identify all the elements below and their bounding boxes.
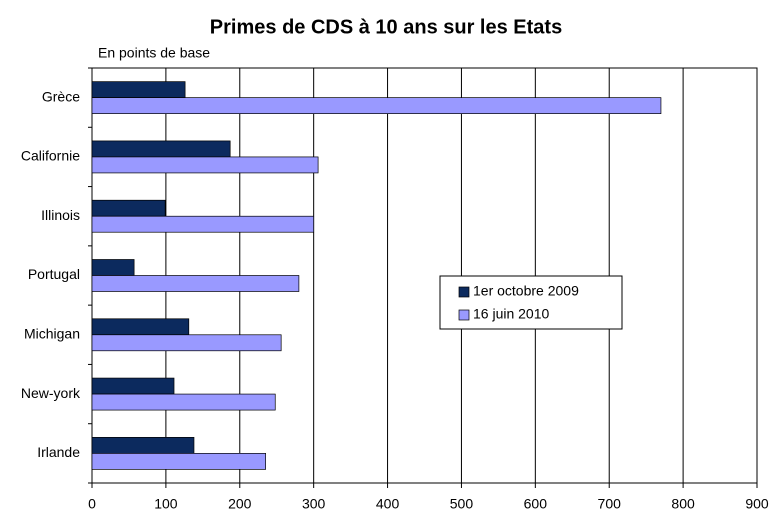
x-tick-label: 900 bbox=[745, 496, 769, 510]
y-tick-label: Illinois bbox=[41, 207, 80, 223]
chart-title: Primes de CDS à 10 ans sur les Etats bbox=[210, 16, 562, 38]
bar bbox=[91, 81, 186, 98]
x-tick-label: 300 bbox=[302, 496, 326, 510]
bar bbox=[91, 393, 276, 411]
bar bbox=[91, 97, 662, 114]
y-tick-label: Californie bbox=[21, 148, 80, 164]
y-tick-label: Grèce bbox=[42, 88, 80, 104]
x-tick-label: 0 bbox=[88, 496, 96, 510]
bar bbox=[91, 437, 195, 454]
y-tick-label: Portugal bbox=[28, 266, 80, 282]
bar bbox=[91, 156, 319, 174]
legend-box bbox=[439, 275, 623, 330]
x-tick-label: 400 bbox=[376, 496, 400, 510]
x-tick-label: 200 bbox=[228, 496, 252, 510]
bar bbox=[91, 199, 166, 217]
bar bbox=[91, 259, 135, 276]
x-tick-label: 500 bbox=[450, 496, 474, 510]
chart-subtitle: En points de base bbox=[98, 45, 210, 61]
x-tick-label: 100 bbox=[154, 496, 178, 510]
bar bbox=[91, 334, 282, 352]
bar bbox=[91, 275, 300, 292]
x-tick-label: 700 bbox=[598, 496, 622, 510]
bar bbox=[91, 215, 315, 233]
x-tick-label: 600 bbox=[524, 496, 548, 510]
bar bbox=[91, 318, 190, 336]
y-tick-label: Michigan bbox=[24, 325, 80, 341]
y-tick-label: New-york bbox=[21, 385, 81, 401]
legend-label: 16 juin 2010 bbox=[473, 306, 550, 322]
legend-swatch bbox=[458, 309, 470, 321]
legend-label: 1er octobre 2009 bbox=[473, 283, 579, 299]
bar bbox=[91, 140, 231, 158]
x-tick-label: 800 bbox=[671, 496, 695, 510]
legend-swatch bbox=[458, 286, 470, 298]
y-tick-label: Irlande bbox=[37, 444, 80, 460]
bar bbox=[91, 453, 266, 470]
bar bbox=[91, 377, 175, 395]
